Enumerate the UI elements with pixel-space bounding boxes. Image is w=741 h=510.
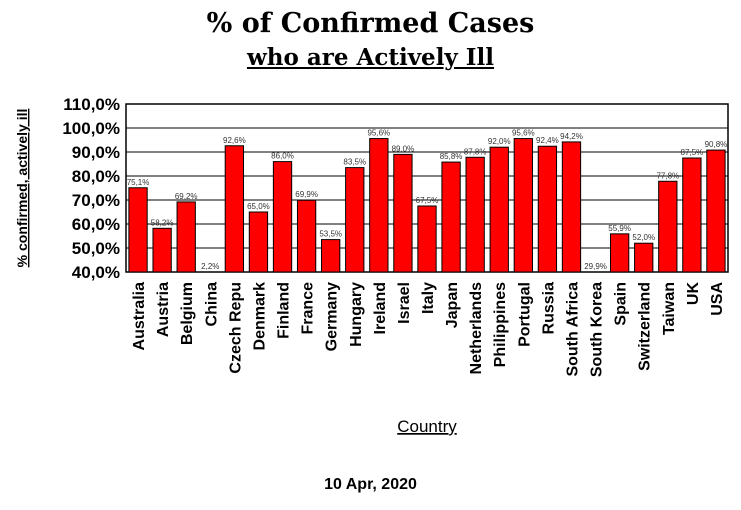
x-tick-label: Taiwan — [661, 282, 678, 335]
bar — [272, 161, 293, 273]
bar — [248, 211, 269, 273]
y-tick-label: 40,0% — [72, 263, 120, 282]
x-tick-label: Israel — [396, 282, 413, 324]
x-tick-label: France — [300, 282, 317, 335]
x-tick-label: China — [203, 282, 220, 327]
bar — [369, 138, 389, 273]
bar — [537, 145, 558, 273]
y-tick-label: 70,0% — [72, 191, 120, 210]
data-label: 89,0% — [392, 144, 415, 153]
bar — [465, 156, 485, 273]
y-axis-label: % confirmed, actively ill — [14, 109, 30, 268]
bar — [682, 157, 702, 273]
bar — [345, 167, 365, 273]
x-tick-label: South Africa — [564, 282, 581, 377]
date-label: 10 Apr, 2020 — [324, 476, 417, 493]
bar — [417, 205, 437, 273]
x-tick-label: USA — [709, 282, 726, 316]
bar — [441, 161, 461, 273]
data-label: 95,6% — [512, 129, 535, 138]
data-label: 95,6% — [367, 129, 390, 138]
bar — [152, 227, 172, 273]
bar — [176, 201, 196, 273]
x-tick-label: Czech Repu — [227, 282, 244, 374]
bar — [658, 180, 678, 273]
x-tick-label: Italy — [420, 282, 437, 314]
x-tick-label: UK — [685, 282, 702, 306]
data-label: 69,2% — [175, 192, 198, 201]
bar — [706, 149, 726, 273]
data-label: 52,0% — [632, 233, 655, 242]
x-tick-label: Belgium — [179, 282, 196, 345]
x-tick-label: Denmark — [251, 282, 268, 351]
bar — [393, 153, 413, 273]
data-label: 92,4% — [536, 136, 559, 145]
data-label: 87,5% — [681, 148, 704, 157]
data-label: 87,8% — [464, 147, 487, 156]
y-tick-label: 50,0% — [72, 239, 120, 258]
data-label: 29,9% — [584, 262, 607, 271]
data-label: 75,1% — [127, 178, 150, 187]
x-tick-label: Australia — [131, 282, 148, 351]
data-label: 69,9% — [295, 190, 318, 199]
data-label: 67,5% — [416, 196, 439, 205]
x-tick-label: Japan — [444, 282, 461, 328]
x-tick-label: Netherlands — [468, 282, 485, 375]
data-label: 58,2% — [151, 218, 174, 227]
bar — [561, 141, 582, 273]
y-tick-label: 110,0% — [63, 95, 120, 114]
bar — [296, 199, 317, 273]
data-label: 55,9% — [608, 224, 631, 233]
x-tick-label: Philippines — [492, 282, 509, 367]
chart-subtitle: who are Actively Ill — [246, 44, 495, 71]
x-axis-label: Country — [397, 417, 457, 436]
x-tick-label: Ireland — [372, 282, 389, 334]
data-label: 65,0% — [247, 202, 270, 211]
chart-title: % of Confirmed Cases — [206, 8, 535, 39]
bar — [321, 239, 341, 273]
data-label: 77,8% — [656, 171, 679, 180]
y-tick-label: 100,0% — [62, 119, 120, 138]
x-tick-label: Hungary — [348, 282, 365, 347]
x-tick-label: Portugal — [516, 282, 533, 347]
data-label: 94,2% — [560, 132, 583, 141]
x-tick-label: Finland — [276, 282, 293, 339]
x-tick-label: Switzerland — [637, 282, 654, 371]
bar — [513, 138, 533, 273]
data-label: 92,6% — [223, 136, 246, 145]
bar — [489, 146, 509, 273]
y-tick-label: 80,0% — [72, 167, 120, 186]
x-tick-label: Spain — [613, 282, 630, 326]
data-label: 83,5% — [343, 158, 366, 167]
y-tick-label: 60,0% — [72, 215, 120, 234]
data-label: 86,0% — [271, 152, 294, 161]
bar — [609, 233, 630, 273]
data-label: 53,5% — [319, 230, 342, 239]
y-tick-label: 90,0% — [72, 143, 120, 162]
data-label: 85,8% — [440, 152, 463, 161]
x-tick-label: Austria — [155, 282, 172, 337]
data-label: 92,0% — [488, 137, 511, 146]
x-tick-label: Germany — [324, 282, 341, 351]
x-tick-label: South Korea — [589, 282, 606, 377]
bar — [128, 187, 148, 273]
data-label: 90,8% — [705, 140, 728, 149]
bar — [224, 145, 245, 273]
data-label: 2,2% — [201, 262, 219, 271]
bar — [634, 242, 654, 273]
x-tick-label: Russia — [540, 282, 557, 335]
